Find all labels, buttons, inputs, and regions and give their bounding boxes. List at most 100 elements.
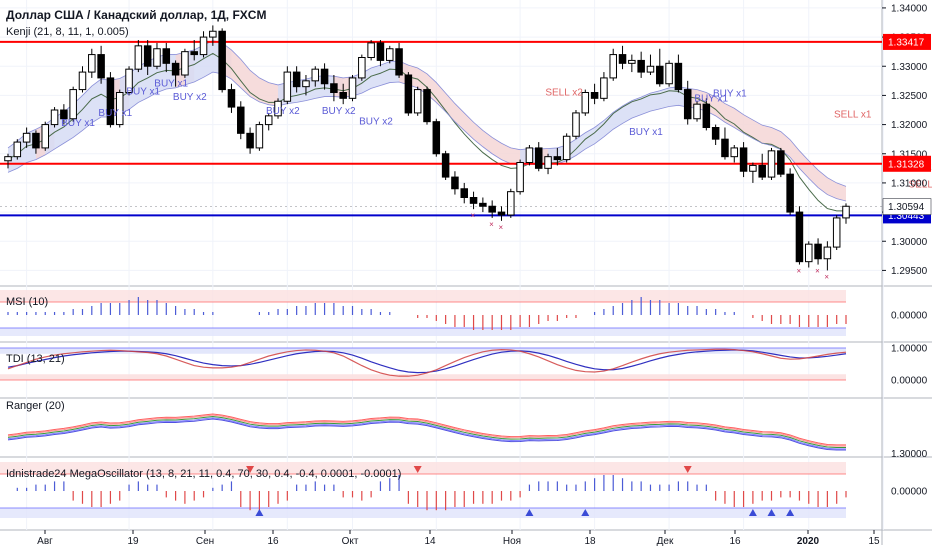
candle[interactable]: [702, 98, 711, 131]
candle[interactable]: [106, 72, 115, 128]
candle[interactable]: [832, 215, 841, 250]
candle[interactable]: [441, 150, 450, 180]
candle[interactable]: [143, 40, 152, 75]
candle[interactable]: [786, 168, 794, 215]
candle[interactable]: [413, 86, 422, 116]
candle[interactable]: [302, 75, 310, 96]
signal-label-buy: BUY x1: [126, 86, 160, 97]
candle[interactable]: [41, 121, 50, 151]
candle[interactable]: [395, 42, 403, 78]
candle[interactable]: [534, 142, 543, 172]
candle[interactable]: [134, 40, 143, 73]
candle[interactable]: [423, 86, 431, 125]
candle[interactable]: [721, 127, 729, 160]
candle[interactable]: [562, 133, 571, 163]
candle[interactable]: [283, 66, 292, 105]
candle[interactable]: [544, 153, 552, 175]
candle[interactable]: [199, 31, 208, 58]
price-axis[interactable]: 1.340001.335001.330001.325001.320001.315…: [882, 3, 932, 498]
candle[interactable]: [4, 153, 12, 169]
candle[interactable]: [32, 130, 40, 154]
candle-body: [674, 62, 683, 91]
candle[interactable]: [451, 171, 459, 195]
candle[interactable]: [255, 121, 264, 151]
candle[interactable]: [525, 145, 534, 166]
candle[interactable]: [693, 101, 701, 122]
candle[interactable]: [60, 104, 68, 125]
candle-body: [50, 109, 59, 126]
candle[interactable]: [488, 200, 496, 218]
candle[interactable]: [739, 142, 748, 178]
candle[interactable]: [264, 112, 273, 131]
candle[interactable]: [153, 42, 161, 70]
candle[interactable]: [125, 66, 133, 96]
candle[interactable]: [320, 63, 329, 90]
candle[interactable]: [823, 241, 832, 271]
indicator-panes[interactable]: [7, 297, 847, 516]
candle[interactable]: [628, 54, 636, 73]
last-price-tag-text: 1.30594: [888, 202, 925, 213]
candle[interactable]: [460, 182, 469, 204]
candle[interactable]: [590, 83, 599, 105]
candle[interactable]: [246, 127, 254, 154]
candle[interactable]: [674, 54, 683, 93]
candle[interactable]: [115, 89, 124, 128]
candle[interactable]: [795, 206, 804, 265]
candle[interactable]: [814, 238, 822, 265]
candle[interactable]: [711, 124, 720, 145]
candle[interactable]: [181, 48, 189, 78]
candle[interactable]: [553, 147, 562, 166]
candle[interactable]: [646, 54, 655, 75]
candle[interactable]: [767, 147, 776, 180]
candle[interactable]: [367, 40, 375, 61]
candle[interactable]: [50, 107, 59, 128]
candle[interactable]: [13, 139, 22, 160]
candle[interactable]: [78, 66, 87, 93]
candle[interactable]: [209, 25, 217, 46]
candle[interactable]: [656, 48, 664, 87]
candle[interactable]: [404, 72, 413, 116]
candle[interactable]: [274, 98, 282, 119]
candle[interactable]: [516, 159, 524, 195]
candle[interactable]: [358, 54, 366, 81]
candle[interactable]: [97, 45, 105, 84]
candle[interactable]: [758, 153, 766, 180]
candle[interactable]: [69, 86, 77, 122]
candle[interactable]: [665, 60, 673, 87]
candle[interactable]: [22, 127, 31, 148]
candle[interactable]: [330, 75, 338, 102]
candle[interactable]: [469, 191, 478, 210]
time-axis[interactable]: Авг 19 Сен 16 Окт 14 Ноя 18 Дек 16 2020 15: [37, 530, 880, 547]
candle[interactable]: [432, 118, 441, 157]
candle[interactable]: [171, 60, 180, 87]
candle[interactable]: [348, 75, 357, 102]
candle[interactable]: [777, 147, 785, 178]
candle[interactable]: [572, 110, 580, 140]
candle[interactable]: [218, 28, 226, 93]
candle[interactable]: [385, 45, 394, 64]
candle[interactable]: [600, 72, 608, 102]
candle[interactable]: [479, 197, 487, 213]
candle[interactable]: [237, 101, 245, 140]
candle[interactable]: [842, 203, 850, 224]
candle[interactable]: [190, 40, 198, 61]
candle[interactable]: [730, 145, 739, 163]
candle[interactable]: [162, 42, 171, 73]
candle[interactable]: [88, 48, 96, 78]
candle[interactable]: [749, 162, 757, 183]
candle[interactable]: [637, 51, 645, 78]
candle[interactable]: [376, 40, 385, 67]
candle[interactable]: [497, 206, 506, 221]
candle[interactable]: [804, 241, 813, 268]
candle[interactable]: [618, 45, 627, 70]
candle[interactable]: [311, 66, 320, 87]
candle[interactable]: [292, 66, 301, 93]
candle[interactable]: [507, 188, 515, 218]
candle[interactable]: [581, 89, 590, 116]
candle[interactable]: [609, 48, 617, 81]
candle[interactable]: [339, 83, 347, 105]
candle[interactable]: [227, 83, 236, 113]
candle[interactable]: [683, 80, 692, 125]
